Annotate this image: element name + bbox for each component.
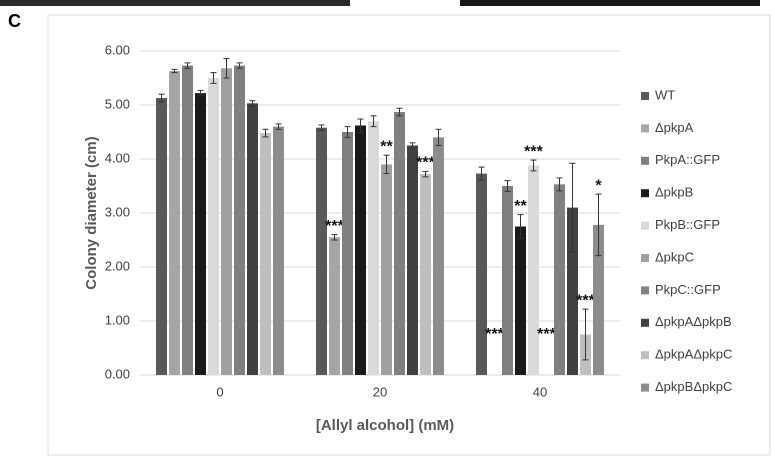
significance: ***: [576, 292, 595, 309]
bar: [329, 237, 340, 375]
legend-swatch: [641, 286, 649, 294]
y-tick-label: 2.00: [105, 258, 130, 273]
bar: [195, 93, 206, 375]
bar: [182, 66, 193, 375]
legend-label: PkpB::GFP: [655, 217, 720, 232]
significance: ***: [325, 218, 344, 235]
bar: [502, 186, 513, 375]
error-bar: [172, 69, 178, 72]
bar: [407, 146, 418, 376]
legend-swatch: [641, 92, 649, 100]
bar: [368, 121, 379, 375]
x-tick-label: 20: [373, 384, 387, 399]
legend-label: ΔpkpB: [655, 185, 693, 200]
y-tick-label: 1.00: [105, 312, 130, 327]
significance: *: [595, 177, 602, 194]
y-axis-title: Colony diameter (cm): [83, 136, 100, 289]
y-tick-label: 0.00: [105, 366, 130, 381]
bar: [221, 68, 232, 375]
legend-swatch: [641, 157, 649, 165]
legend-swatch: [641, 319, 649, 327]
bar: [234, 66, 245, 375]
legend-swatch: [641, 254, 649, 262]
legend-label: ΔpkpA: [655, 120, 694, 135]
bar: [476, 174, 487, 375]
image-strip: [460, 0, 760, 6]
significance: **: [514, 198, 527, 215]
legend-label: ΔpkpC: [655, 249, 694, 264]
bar: [260, 133, 271, 375]
legend-swatch: [641, 384, 649, 392]
legend-swatch: [641, 351, 649, 359]
legend-swatch: [641, 124, 649, 132]
significance: ***: [416, 155, 435, 172]
bar: [528, 165, 539, 375]
legend-label: PkpC::GFP: [655, 282, 721, 297]
y-tick-label: 5.00: [105, 96, 130, 111]
significance: **: [380, 138, 393, 155]
bar: [394, 112, 405, 375]
bar: [208, 78, 219, 375]
bar: [316, 128, 327, 375]
y-tick-label: 6.00: [105, 42, 130, 57]
bar: [433, 137, 444, 375]
legend-label: WT: [655, 87, 675, 102]
legend-swatch: [641, 189, 649, 197]
x-tick-label: 40: [533, 384, 547, 399]
bar: [342, 132, 353, 375]
image-strip: [0, 0, 350, 6]
bar: [156, 98, 167, 375]
chart: C Colony diameter (cm) [Allyl alcohol] (…: [0, 0, 775, 460]
legend-label: ΔpkpAΔpkpC: [655, 347, 732, 362]
significance: ***: [537, 326, 556, 343]
bar: [273, 127, 284, 375]
significance: ***: [524, 143, 543, 160]
x-tick-label: 0: [216, 384, 223, 399]
legend-label: PkpA::GFP: [655, 152, 720, 167]
bar: [381, 164, 392, 375]
bar: [355, 126, 366, 375]
legend-label: ΔpkpAΔpkpB: [655, 314, 732, 329]
bar: [554, 184, 565, 375]
legend-swatch: [641, 222, 649, 230]
bar: [247, 103, 258, 375]
x-axis-title: [Allyl alcohol] (mM): [316, 417, 454, 434]
panel-label: C: [8, 11, 21, 31]
bar: [420, 174, 431, 375]
y-tick-label: 3.00: [105, 204, 130, 219]
legend-label: ΔpkpBΔpkpC: [655, 379, 732, 394]
significance: ***: [485, 326, 504, 343]
bar: [515, 227, 526, 376]
bar: [169, 71, 180, 375]
y-tick-label: 4.00: [105, 150, 130, 165]
